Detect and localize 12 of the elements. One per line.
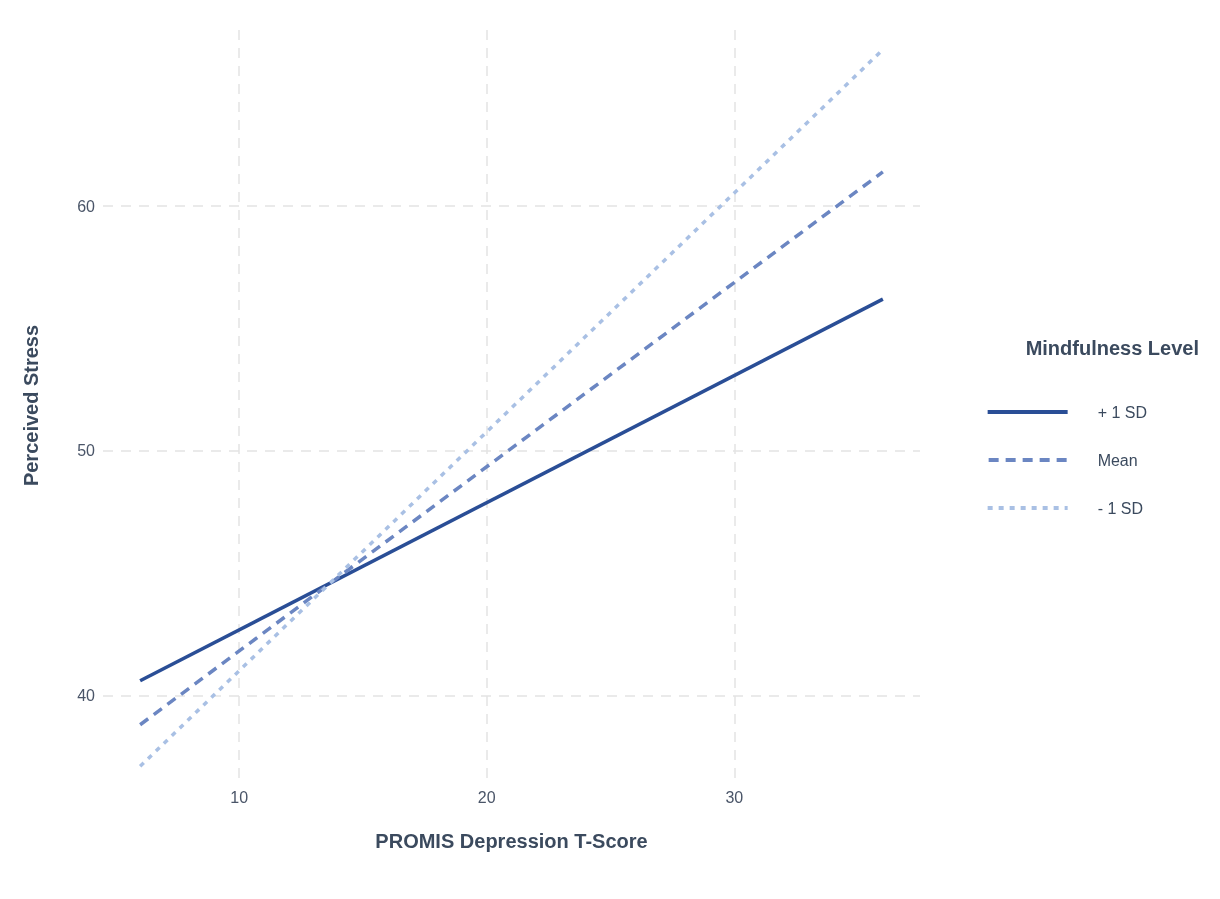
y-tick-label: 40 bbox=[77, 686, 96, 704]
legend-label: + 1 SD bbox=[1097, 403, 1147, 421]
x-tick-label: 20 bbox=[477, 788, 496, 806]
y-axis-title: Perceived Stress bbox=[20, 324, 42, 487]
y-tick-label: 60 bbox=[77, 197, 96, 215]
x-tick-label: 30 bbox=[725, 788, 744, 806]
legend-title: Mindfulness Level bbox=[1025, 337, 1200, 359]
x-tick-label: 10 bbox=[230, 788, 249, 806]
legend-label: Mean bbox=[1097, 451, 1138, 469]
y-tick-label: 50 bbox=[77, 442, 96, 460]
legend-label: - 1 SD bbox=[1097, 499, 1143, 517]
x-axis-title: PROMIS Depression T-Score bbox=[375, 830, 648, 852]
